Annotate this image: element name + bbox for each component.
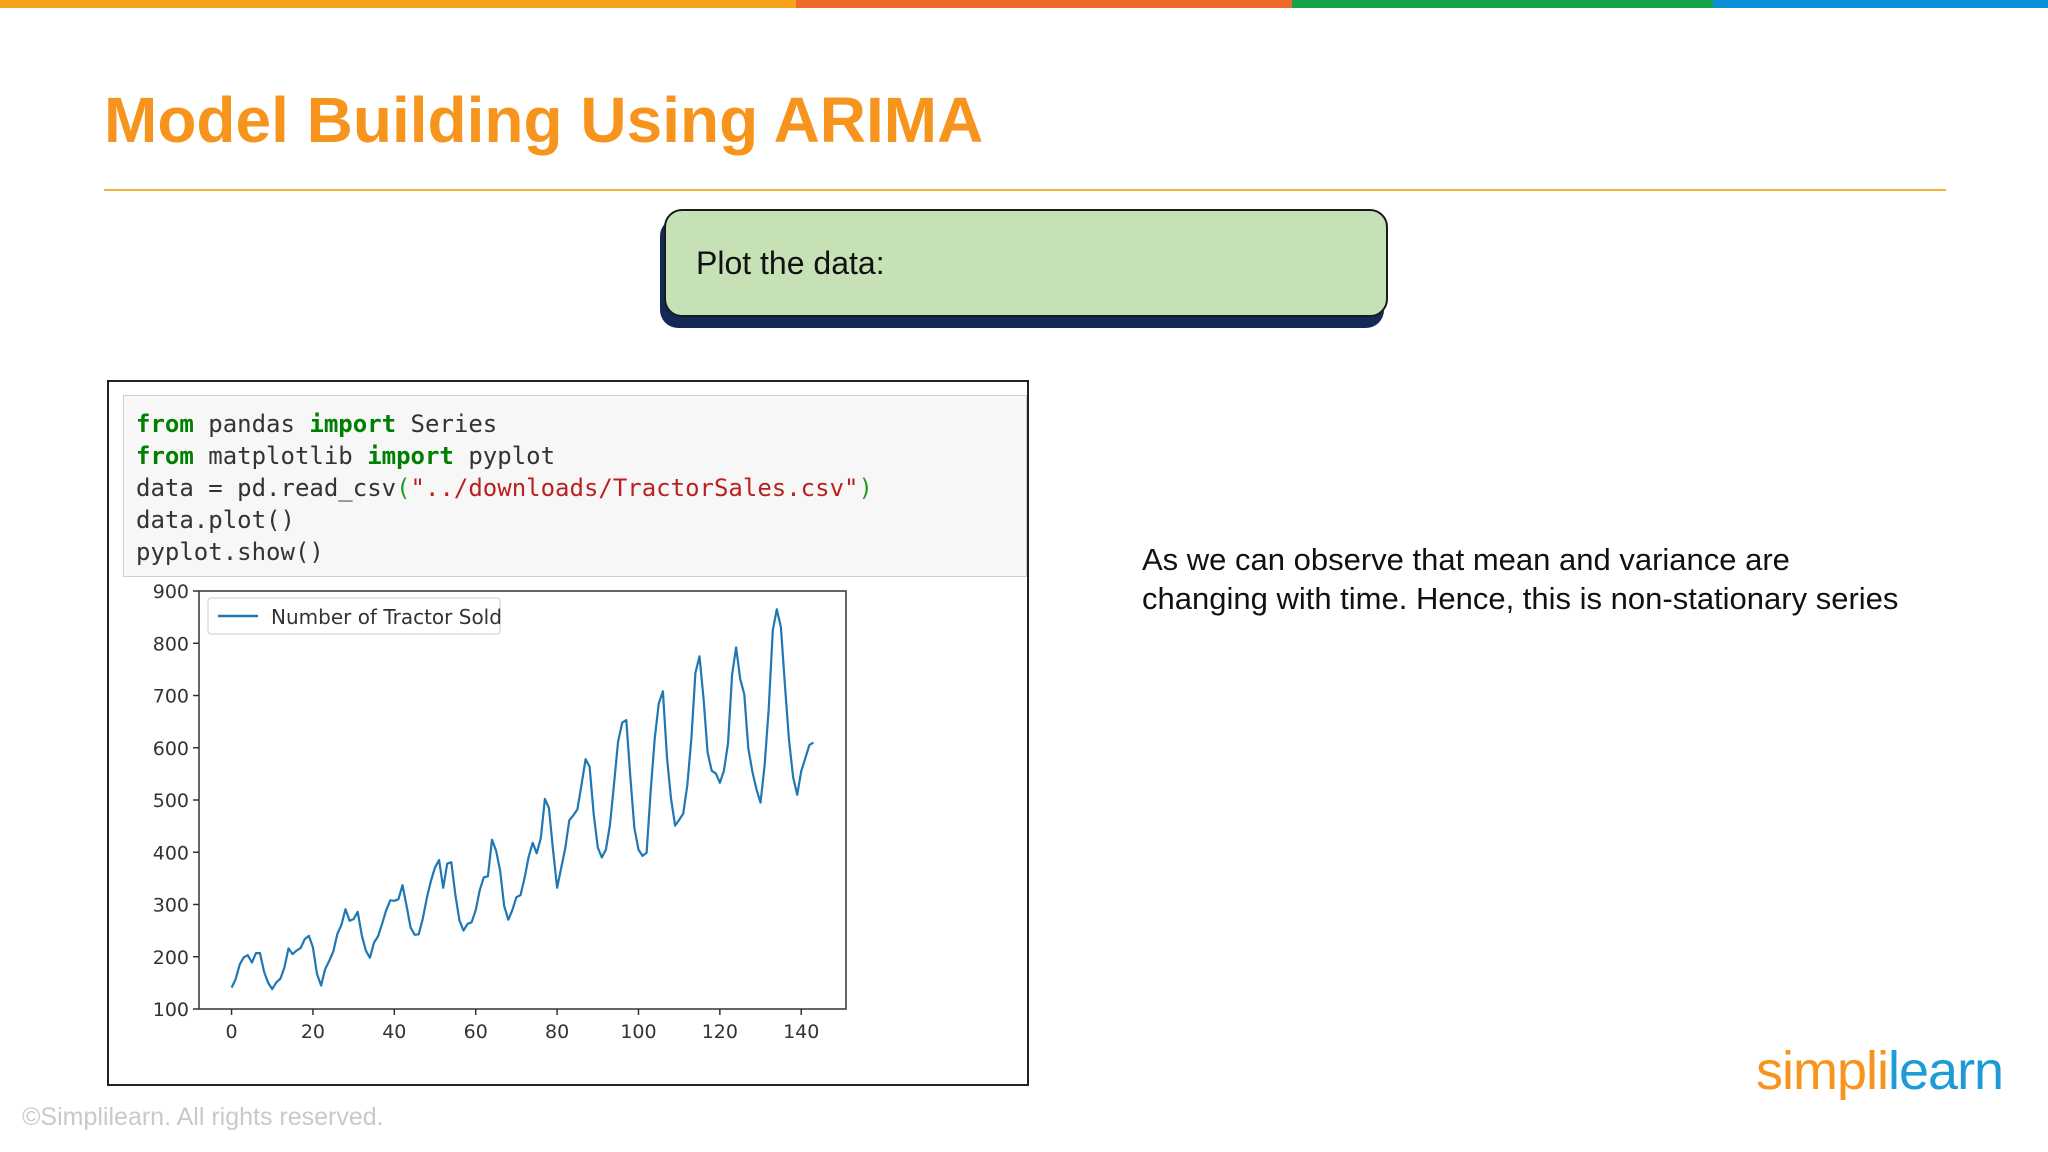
y-tick-label: 700 xyxy=(153,686,189,708)
code-keyword: from xyxy=(136,442,194,470)
code-text: pandas xyxy=(193,410,310,438)
title-divider xyxy=(104,189,1946,191)
top-color-bar xyxy=(0,0,2048,8)
logo-part-i: i xyxy=(1877,1041,1889,1101)
code-line: pyplot.show() xyxy=(136,538,324,566)
copyright-text: ©Simplilearn. All rights reserved. xyxy=(22,1103,384,1131)
callout-box: Plot the data: xyxy=(664,209,1388,317)
code-text: matplotlib xyxy=(193,442,368,470)
code-paren: ( xyxy=(396,474,411,502)
logo-part-simpl: simpl xyxy=(1756,1041,1878,1101)
simplilearn-logo: simplilearn xyxy=(1756,1040,2004,1102)
code-line: data = pd.read_csv("../downloads/Tractor… xyxy=(136,472,1026,504)
x-tick-label: 80 xyxy=(545,1021,569,1043)
callout-text: Plot the data: xyxy=(696,244,885,281)
topbar-segment-blue xyxy=(1713,0,2048,8)
plot-frame xyxy=(198,590,847,1010)
code-cell: from pandas import Series from matplotli… xyxy=(123,395,1027,577)
y-tick-label: 200 xyxy=(153,947,189,969)
code-text: Series xyxy=(396,410,498,438)
x-tick-label: 60 xyxy=(464,1021,488,1043)
y-tick-label: 100 xyxy=(153,999,189,1021)
slide-title: Model Building Using ARIMA xyxy=(104,84,984,156)
code-keyword: from xyxy=(136,410,194,438)
topbar-segment-green xyxy=(1292,0,1713,8)
observation-text: As we can observe that mean and variance… xyxy=(1142,542,1899,616)
x-tick-label: 140 xyxy=(783,1021,819,1043)
legend-label: Number of Tractor Sold xyxy=(271,605,502,629)
y-tick-label: 400 xyxy=(153,842,189,864)
x-tick-label: 100 xyxy=(620,1021,656,1043)
code-line: from pandas import Series xyxy=(136,408,1026,440)
code-line: from matplotlib import pyplot xyxy=(136,440,1026,472)
logo-part-learn: learn xyxy=(1888,1041,2004,1101)
y-tick-label: 500 xyxy=(153,790,189,812)
legend: Number of Tractor Sold xyxy=(207,597,502,635)
topbar-segment-orange xyxy=(0,0,796,8)
tractor-sales-chart: 100 200 300 400 500 600 700 800 900 0 20 40 60 80 100 1… xyxy=(153,582,847,1043)
code-text: data = pd.read_csv xyxy=(136,474,397,502)
series-line xyxy=(230,608,814,991)
topbar-segment-red xyxy=(796,0,1292,8)
code-keyword: import xyxy=(309,410,397,438)
code-paren: ) xyxy=(858,474,873,502)
code-keyword: import xyxy=(367,442,454,470)
x-tick-label: 20 xyxy=(301,1021,325,1043)
code-string: "../downloads/TractorSales.csv" xyxy=(410,474,859,502)
x-tick-label: 120 xyxy=(702,1021,738,1043)
code-text: pyplot xyxy=(453,442,556,470)
legend-box xyxy=(207,597,501,635)
x-tick-label: 0 xyxy=(226,1021,238,1043)
y-tick-label: 800 xyxy=(153,633,189,655)
y-tick-label: 300 xyxy=(153,895,189,917)
y-tick-label: 600 xyxy=(153,738,189,760)
code-line: data.plot() xyxy=(136,506,295,534)
x-tick-label: 40 xyxy=(382,1021,406,1043)
notebook-screenshot: from pandas import Series from matplotli… xyxy=(107,380,1029,1086)
y-tick-label: 900 xyxy=(153,582,189,603)
